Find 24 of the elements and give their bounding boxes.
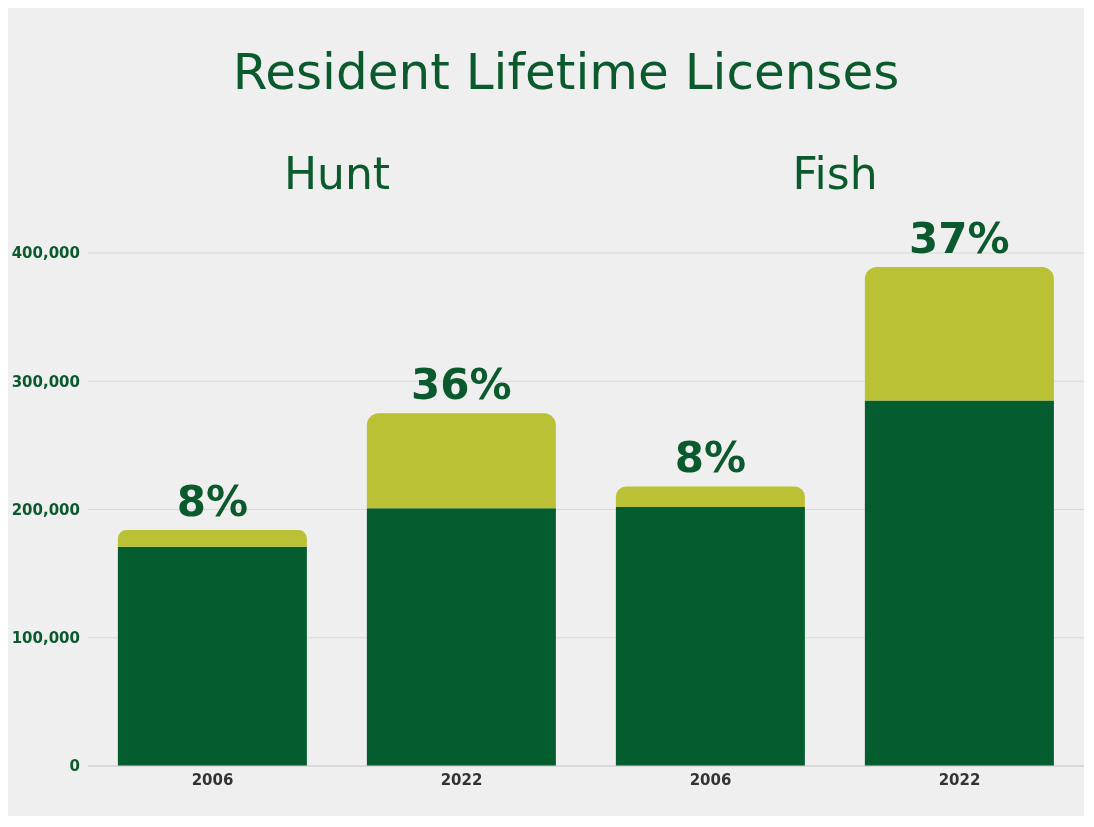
bar — [366, 413, 556, 509]
bar — [117, 546, 307, 766]
bar — [615, 506, 805, 766]
bar — [864, 400, 1054, 766]
text: Fish — [791, 148, 879, 199]
y-tick-label: 300,000 — [11, 372, 80, 391]
x-tick-label: 2006 — [191, 770, 234, 789]
annotation: 36% — [411, 360, 512, 410]
x-tick-label: 2022 — [938, 770, 981, 789]
y-tick-label: 0 — [69, 757, 80, 776]
annotation: 8% — [674, 433, 747, 483]
bar — [615, 486, 805, 507]
text: Hunt — [282, 148, 392, 199]
bar — [366, 508, 556, 766]
x-tick-label: 2006 — [689, 770, 732, 789]
bar — [117, 530, 307, 547]
chart-title: Resident Lifetime Licenses — [231, 43, 901, 101]
y-tick-label: 400,000 — [11, 244, 80, 263]
annotation: 8% — [176, 477, 249, 527]
y-tick-label: 100,000 — [11, 629, 80, 648]
x-tick-label: 2022 — [440, 770, 483, 789]
annotation: 37% — [909, 214, 1010, 264]
bar — [864, 267, 1054, 401]
y-tick-label: 200,000 — [11, 500, 80, 519]
